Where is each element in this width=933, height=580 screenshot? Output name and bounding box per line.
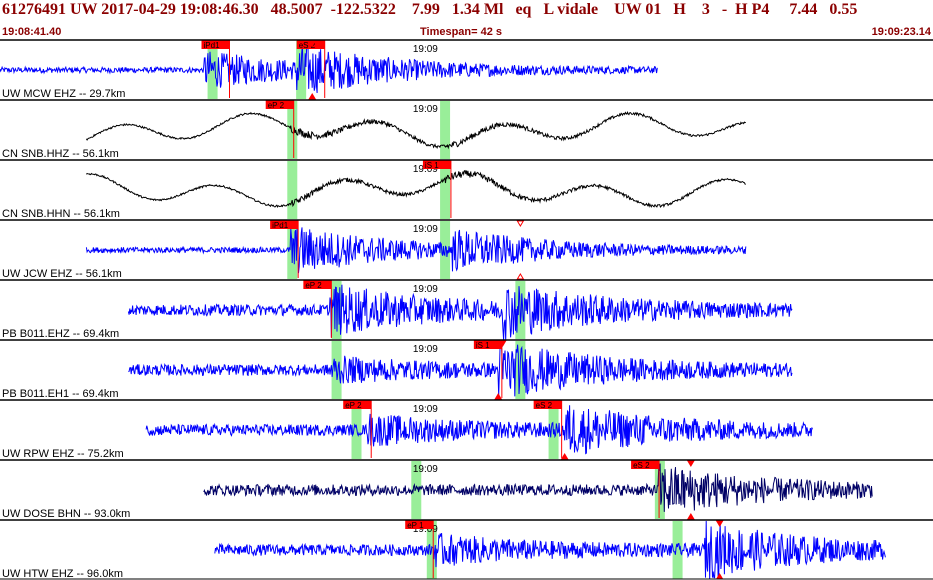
phase-window (207, 41, 218, 99)
pick-flag[interactable] (303, 280, 332, 289)
pick-flag[interactable] (296, 40, 325, 49)
pick-label: eS 2 (633, 461, 650, 470)
minute-tick-label: 19:09 (413, 464, 438, 475)
arrival-marker-up (686, 513, 695, 520)
waveform-trace[interactable] (128, 343, 793, 397)
pick-flag[interactable] (343, 400, 372, 409)
trace-label: PB B011.EH1 -- 69.4km (2, 388, 119, 400)
pick-flag[interactable] (405, 520, 434, 529)
arrival-marker-down (308, 40, 317, 47)
arrival-marker-down (516, 220, 525, 227)
minute-tick-label: 19:09 (413, 344, 438, 355)
phase-window (654, 461, 665, 519)
minute-tick-label: 19:09 (413, 44, 438, 55)
arrival-marker-up (715, 573, 724, 580)
pick-flag[interactable] (533, 400, 562, 409)
trace-label: UW DOSE BHN -- 93.0km (2, 508, 130, 520)
trace-label: UW MCW EHZ -- 29.7km (2, 88, 125, 100)
trace-label: CN SNB.HHZ -- 56.1km (2, 148, 119, 160)
waveform-trace[interactable] (85, 227, 747, 274)
arrival-marker-down (686, 460, 695, 467)
minute-tick-label: 19:09 (413, 524, 438, 535)
pick-label: eP 2 (268, 101, 285, 110)
minute-tick-label: 19:09 (413, 404, 438, 415)
phase-window (440, 161, 451, 219)
trace-label: UW JCW EHZ -- 56.1km (2, 268, 122, 280)
pick-flag[interactable] (270, 220, 299, 229)
pick-label: eP 2 (345, 401, 362, 410)
phase-window (411, 461, 422, 519)
waveform-trace[interactable] (203, 463, 873, 512)
waveform-trace[interactable] (0, 45, 658, 94)
phase-window (287, 101, 298, 159)
waveform-trace[interactable] (86, 169, 746, 209)
window-end-time: 19:09:23.14 (871, 26, 931, 38)
pick-label: iPd1 (204, 41, 221, 50)
minute-tick-label: 19:09 (413, 164, 438, 175)
event-header: 61276491 UW 2017-04-29 19:08:46.30 48.50… (0, 0, 933, 40)
phase-window (287, 161, 298, 219)
pick-flag[interactable] (473, 340, 502, 349)
phase-window (440, 101, 451, 159)
phase-window (672, 521, 683, 579)
waveform-trace[interactable] (145, 405, 813, 455)
minute-tick-label: 19:09 (413, 284, 438, 295)
arrival-marker-up (516, 273, 525, 280)
pick-label: iS 1 (476, 341, 490, 350)
window-start-time: 19:08:41.40 (2, 26, 62, 38)
trace-label: CN SNB.HHN -- 56.1km (2, 208, 120, 220)
arrival-marker-down (715, 520, 724, 527)
trace-label: UW RPW EHZ -- 75.2km (2, 448, 124, 460)
pick-label: eS 2 (299, 41, 316, 50)
minute-tick-label: 19:09 (413, 104, 438, 115)
waveform-trace[interactable] (127, 284, 793, 341)
timespan-label: Timespan= 42 s (420, 26, 503, 38)
waveform-trace[interactable] (85, 111, 746, 150)
trace-label: PB B011.EHZ -- 69.4km (2, 328, 119, 340)
pick-label: eS 2 (536, 401, 553, 410)
pick-label: eP 1 (407, 521, 424, 530)
pick-flag[interactable] (422, 160, 451, 169)
event-summary-line: 61276491 UW 2017-04-29 19:08:46.30 48.50… (2, 1, 858, 18)
pick-label: iPd1 (272, 221, 289, 230)
arrival-marker-up (560, 453, 569, 460)
pick-label: iS 1 (425, 161, 439, 170)
pick-label: eP 2 (305, 281, 322, 290)
arrival-marker-up (308, 93, 317, 100)
trace-label: UW HTW EHZ -- 96.0km (2, 568, 123, 580)
arrival-marker-down (498, 340, 507, 347)
pick-flag[interactable] (201, 40, 230, 49)
pick-flag[interactable] (265, 100, 294, 109)
pick-flag[interactable] (631, 460, 660, 469)
arrival-marker-up (494, 393, 503, 400)
minute-tick-label: 19:09 (413, 224, 438, 235)
waveform-trace[interactable] (214, 520, 886, 579)
